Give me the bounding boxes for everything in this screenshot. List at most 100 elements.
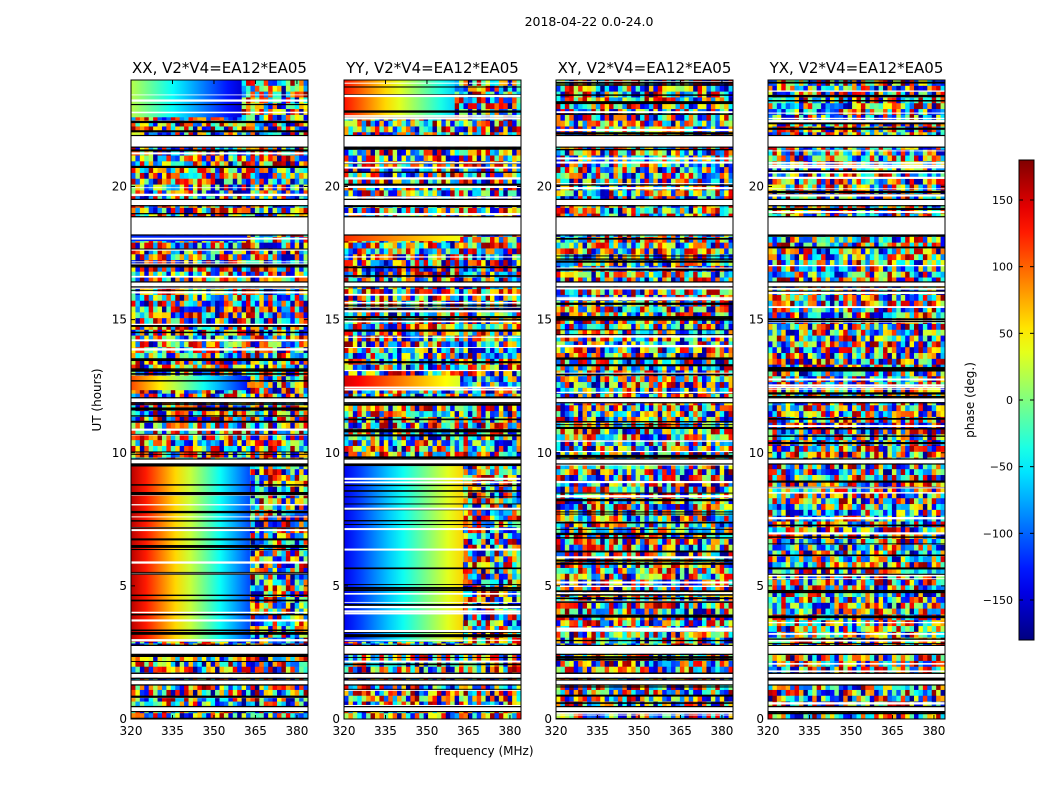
y-tick-label: 20 <box>112 180 127 194</box>
x-tick-label: 320 <box>757 724 780 738</box>
y-tick-label: 20 <box>325 180 340 194</box>
colorbar-tick-label: 0 <box>1006 394 1013 407</box>
flagged-band <box>131 459 308 464</box>
flagged-band <box>556 398 733 403</box>
flagged-band <box>556 282 733 287</box>
flagged-band <box>344 707 521 712</box>
x-tick-label: 380 <box>285 724 308 738</box>
flagged-band <box>556 645 733 654</box>
coherent-region <box>131 375 248 391</box>
panel-1: XX, V2*V4=EA12*EA05 320 335 350 365 380 0 5 10 15… <box>112 59 309 738</box>
colorbar-tick-label: −100 <box>983 527 1013 540</box>
panel-title: XY, V2*V4=EA12*EA05 <box>558 59 732 77</box>
x-tick-label: 335 <box>798 724 821 738</box>
y-tick-label: 10 <box>112 446 127 460</box>
flagged-band <box>344 680 521 685</box>
y-tick-label: 5 <box>119 579 127 593</box>
flagged-band <box>131 217 308 235</box>
y-tick-label: 0 <box>544 712 552 726</box>
panel-3: XY, V2*V4=EA12*EA05 320 335 350 365 380 0 5 10 15… <box>537 59 734 738</box>
coherent-region <box>344 234 461 242</box>
x-tick-label: 350 <box>840 724 863 738</box>
flagged-band <box>768 398 945 403</box>
flagged-band <box>556 199 733 206</box>
panel-frame <box>555 79 734 720</box>
y-tick-label: 10 <box>537 446 552 460</box>
flagged-band <box>344 645 521 654</box>
y-tick-label: 20 <box>537 180 552 194</box>
flagged-band <box>556 459 733 464</box>
panel-4: YX, V2*V4=EA12*EA05 320 335 350 365 380 0 5 10 15… <box>749 59 946 738</box>
panel-title: YY, V2*V4=EA12*EA05 <box>345 59 519 77</box>
colorbar-tick-label: 150 <box>992 194 1013 207</box>
x-tick-label: 320 <box>333 724 356 738</box>
x-tick-label: 320 <box>120 724 143 738</box>
flagged-band <box>131 282 308 287</box>
flagged-band <box>344 398 521 403</box>
flagged-band <box>131 680 308 685</box>
striations <box>556 81 733 721</box>
flagged-band <box>556 217 733 235</box>
x-tick-label: 380 <box>710 724 733 738</box>
panel-title: YX, V2*V4=EA12*EA05 <box>769 59 944 77</box>
x-tick-label: 350 <box>203 724 226 738</box>
noise-pixels <box>768 80 946 720</box>
y-tick-label: 5 <box>544 579 552 593</box>
panel-2: YY, V2*V4=EA12*EA05 320 335 350 365 380 0 5 10 15… <box>325 59 522 738</box>
coherent-region <box>344 463 463 642</box>
y-tick-label: 20 <box>749 180 764 194</box>
x-tick-label: 335 <box>586 724 609 738</box>
figure-title: 2018-04-22 0.0-24.0 <box>525 14 654 29</box>
x-axis-label: frequency (MHz) <box>434 744 533 758</box>
coherent-region <box>344 375 461 391</box>
colorbar: 150 100 50 0 −50 −100 −150 <box>983 159 1035 641</box>
flagged-band <box>556 135 733 147</box>
flagged-band <box>768 135 945 147</box>
y-tick-label: 5 <box>332 579 340 593</box>
flagged-band <box>131 398 308 403</box>
panel-title: XX, V2*V4=EA12*EA05 <box>132 59 307 77</box>
colorbar-label: phase (deg.) <box>963 362 977 438</box>
x-tick-label: 350 <box>416 724 439 738</box>
coherent-region <box>131 80 242 118</box>
flagged-band <box>768 459 945 464</box>
flagged-band <box>344 199 521 206</box>
panels: XX, V2*V4=EA12*EA05 320 335 350 365 380 0 5 10 15… <box>112 59 946 738</box>
y-tick-label: 15 <box>325 313 340 327</box>
panel-frame <box>343 79 522 720</box>
flagged-band <box>768 645 945 654</box>
y-tick-label: 0 <box>332 712 340 726</box>
flagged-band <box>768 282 945 287</box>
flagged-band <box>344 673 521 678</box>
x-tick-label: 350 <box>628 724 651 738</box>
y-axis-label: UT (hours) <box>90 368 104 431</box>
y-tick-label: 5 <box>756 579 764 593</box>
colorbar-tick-label: −150 <box>983 594 1013 607</box>
x-tick-label: 335 <box>374 724 397 738</box>
flagged-band <box>131 199 308 206</box>
flagged-band <box>768 680 945 685</box>
flagged-band <box>556 673 733 678</box>
colorbar-tick-label: −50 <box>990 461 1013 474</box>
flagged-band <box>131 673 308 678</box>
x-tick-label: 320 <box>545 724 568 738</box>
x-tick-label: 335 <box>161 724 184 738</box>
x-tick-label: 365 <box>244 724 267 738</box>
y-tick-label: 10 <box>325 446 340 460</box>
flagged-band <box>768 217 945 235</box>
x-tick-label: 365 <box>457 724 480 738</box>
flagged-band <box>344 217 521 235</box>
flagged-band <box>768 199 945 206</box>
colorbar-tick-label: 50 <box>999 327 1013 340</box>
flagged-band <box>131 707 308 712</box>
x-tick-label: 365 <box>669 724 692 738</box>
x-tick-label: 365 <box>881 724 904 738</box>
flagged-band <box>768 673 945 678</box>
x-tick-label: 380 <box>498 724 521 738</box>
flagged-band <box>768 707 945 712</box>
flagged-band <box>556 680 733 685</box>
y-tick-label: 15 <box>537 313 552 327</box>
y-tick-label: 0 <box>119 712 127 726</box>
x-tick-label: 380 <box>922 724 945 738</box>
colorbar-tick-label: 100 <box>992 261 1013 274</box>
